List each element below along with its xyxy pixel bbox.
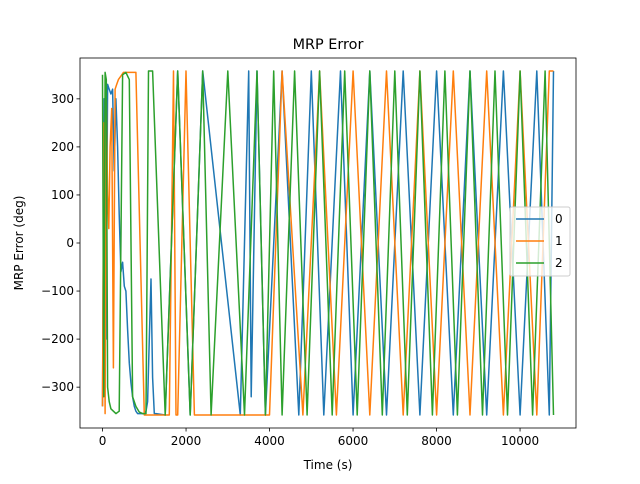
x-tick-label: 10000 — [501, 434, 539, 448]
x-axis: 0 2000 4000 6000 8000 10000 — [99, 428, 539, 448]
y-axis: −300 −200 −100 0 100 200 300 — [41, 92, 80, 394]
legend-label-2: 2 — [555, 256, 563, 270]
y-tick-label: −100 — [41, 284, 74, 298]
series-2-line — [101, 70, 555, 416]
x-tick-label: 0 — [99, 434, 107, 448]
x-tick-label: 6000 — [338, 434, 369, 448]
series-layer — [101, 70, 555, 416]
x-axis-label: Time (s) — [303, 458, 353, 472]
y-tick-label: 0 — [66, 236, 74, 250]
y-tick-label: 200 — [51, 140, 74, 154]
y-tick-label: −200 — [41, 332, 74, 346]
legend-label-1: 1 — [555, 234, 563, 248]
x-tick-label: 4000 — [254, 434, 285, 448]
y-tick-label: 100 — [51, 188, 74, 202]
legend-label-0: 0 — [555, 212, 563, 226]
x-tick-label: 2000 — [171, 434, 202, 448]
series-1-line — [101, 70, 554, 416]
y-axis-label: MRP Error (deg) — [12, 196, 26, 291]
y-tick-label: −300 — [41, 380, 74, 394]
x-tick-label: 8000 — [421, 434, 452, 448]
y-tick-label: 300 — [51, 92, 74, 106]
legend: 0 1 2 — [509, 206, 571, 277]
chart-title: MRP Error — [293, 37, 364, 53]
series-0-line — [101, 70, 555, 416]
